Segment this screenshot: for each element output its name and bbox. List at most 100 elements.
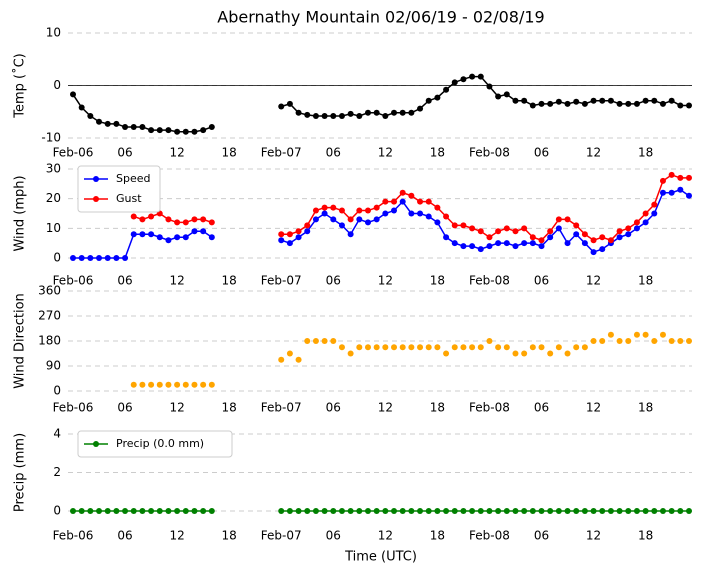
data-point xyxy=(616,234,623,241)
data-point xyxy=(495,240,502,247)
data-point xyxy=(677,338,684,344)
data-point xyxy=(607,331,614,338)
data-point xyxy=(625,338,632,344)
legend-marker xyxy=(93,441,99,447)
data-point xyxy=(451,222,458,229)
x-tick-label: 12 xyxy=(586,529,601,543)
data-point xyxy=(616,508,623,514)
data-point xyxy=(391,344,398,351)
x-tick-label: 12 xyxy=(586,146,601,160)
data-point xyxy=(607,237,614,244)
chart-title: Abernathy Mountain 02/06/19 - 02/08/19 xyxy=(217,8,544,27)
data-point xyxy=(191,216,198,223)
legend-label: Gust xyxy=(116,192,142,205)
data-point xyxy=(130,123,137,130)
data-point xyxy=(191,128,198,135)
data-point xyxy=(469,225,476,232)
legend: Speed Gust xyxy=(77,165,161,213)
data-point xyxy=(417,508,424,514)
x-tick-label: 06 xyxy=(326,274,341,288)
x-tick-label: Feb-06 xyxy=(53,146,94,160)
x-tick-label: 18 xyxy=(222,146,237,160)
data-point xyxy=(521,97,528,104)
x-tick-label: 06 xyxy=(117,146,132,160)
data-point xyxy=(312,207,319,214)
data-point xyxy=(573,344,580,351)
data-point xyxy=(425,344,432,351)
data-point xyxy=(512,97,519,104)
data-point xyxy=(547,508,554,514)
data-point xyxy=(659,189,666,196)
data-point xyxy=(347,110,354,117)
data-point xyxy=(417,210,424,217)
data-point xyxy=(312,338,319,344)
data-point xyxy=(356,216,363,223)
data-point xyxy=(486,243,493,250)
data-point xyxy=(425,213,432,220)
data-point xyxy=(555,216,562,223)
data-point xyxy=(96,508,103,514)
data-point xyxy=(70,508,76,514)
data-point xyxy=(113,120,120,127)
data-point xyxy=(616,228,623,235)
data-point xyxy=(512,508,519,514)
data-point xyxy=(581,508,588,514)
data-point xyxy=(677,102,684,109)
legend: Precip (0.0 mm) xyxy=(77,430,233,458)
data-point xyxy=(174,219,181,226)
data-point xyxy=(156,508,163,514)
x-tick-label: 12 xyxy=(169,529,184,543)
data-point xyxy=(599,338,606,344)
data-point xyxy=(495,508,502,514)
data-point xyxy=(182,128,189,135)
data-point xyxy=(590,237,597,244)
data-point xyxy=(686,102,692,109)
data-point xyxy=(304,338,311,344)
data-point xyxy=(434,344,441,351)
data-point xyxy=(460,344,467,351)
data-point xyxy=(148,231,155,238)
data-point xyxy=(286,100,293,107)
x-tick-label: 06 xyxy=(326,529,341,543)
data-point xyxy=(642,331,649,338)
data-point xyxy=(573,222,580,229)
data-point xyxy=(130,213,137,220)
data-point xyxy=(425,97,432,104)
data-point xyxy=(200,216,207,223)
data-point xyxy=(182,234,189,241)
data-point xyxy=(399,189,406,196)
x-tick-label: Feb-06 xyxy=(53,274,94,288)
data-point xyxy=(182,219,189,226)
legend-marker xyxy=(93,196,99,202)
data-point xyxy=(521,225,528,232)
data-point xyxy=(330,204,337,211)
data-point xyxy=(200,381,207,388)
data-point xyxy=(278,103,285,110)
data-point xyxy=(338,344,345,351)
data-point xyxy=(581,240,588,247)
data-point xyxy=(469,73,476,80)
y-tick-label: 0 xyxy=(53,384,61,398)
data-point xyxy=(122,255,129,261)
data-point xyxy=(417,105,424,112)
y-tick-label: 0 xyxy=(53,504,61,518)
x-tick-label: 18 xyxy=(222,401,237,415)
data-point xyxy=(469,344,476,351)
data-point xyxy=(130,508,137,514)
data-point xyxy=(477,228,484,235)
data-point xyxy=(356,112,363,119)
data-point xyxy=(651,97,658,104)
data-point xyxy=(434,219,441,226)
data-point xyxy=(443,213,450,220)
data-point xyxy=(503,508,510,514)
x-tick-label: 18 xyxy=(430,529,445,543)
data-point xyxy=(425,508,432,514)
data-point xyxy=(521,350,528,357)
data-point xyxy=(208,123,215,130)
data-point xyxy=(668,97,675,104)
data-point xyxy=(529,234,536,241)
data-point xyxy=(356,344,363,351)
data-point xyxy=(165,127,172,134)
data-point xyxy=(104,255,111,261)
data-point xyxy=(477,73,484,80)
